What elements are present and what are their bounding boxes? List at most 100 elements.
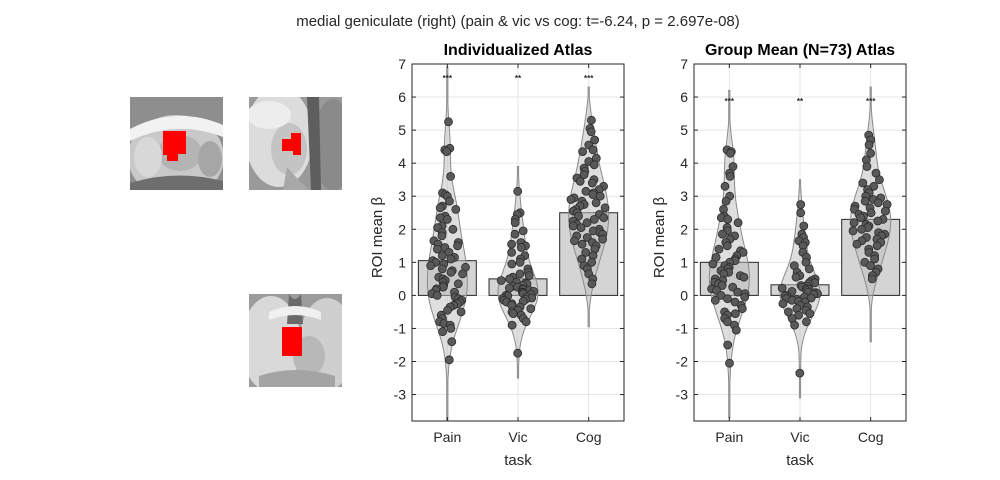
data-point	[714, 244, 724, 254]
data-point	[446, 171, 456, 181]
y-tick-label: 1	[680, 254, 688, 270]
data-point	[443, 305, 452, 315]
data-point	[873, 198, 883, 208]
x-tick-label: Pain	[433, 429, 461, 445]
data-point	[566, 195, 576, 204]
data-point	[577, 239, 587, 249]
data-point	[804, 264, 814, 274]
data-point	[598, 234, 607, 244]
y-axis-label: ROI mean β	[651, 197, 668, 279]
roi-highlight	[163, 131, 186, 161]
brain-slice-axial	[249, 97, 342, 190]
data-point	[870, 254, 879, 264]
chart-title: Individualized Atlas	[444, 42, 593, 59]
data-point	[446, 323, 456, 333]
data-point	[504, 283, 514, 293]
data-point	[438, 327, 448, 337]
data-point	[437, 251, 447, 261]
data-point	[510, 218, 520, 228]
data-point	[579, 170, 589, 180]
data-point	[720, 181, 730, 191]
data-point	[795, 368, 805, 378]
data-point	[587, 178, 597, 188]
x-tick-label: Vic	[508, 429, 527, 445]
data-point	[507, 320, 517, 330]
data-point	[516, 243, 526, 252]
data-point	[852, 239, 862, 249]
x-tick-label: Vic	[790, 429, 809, 445]
x-axis-label: task	[504, 452, 532, 469]
data-point	[725, 171, 735, 181]
data-point	[867, 274, 877, 284]
data-point	[437, 264, 447, 274]
data-point	[872, 241, 882, 251]
data-point	[726, 148, 735, 158]
data-point	[805, 309, 815, 319]
x-tick-label: Cog	[858, 429, 884, 445]
data-point	[456, 307, 466, 317]
data-point	[432, 244, 442, 254]
data-point	[581, 247, 591, 257]
data-point	[435, 203, 445, 213]
data-point	[725, 358, 734, 368]
y-tick-label: 2	[680, 221, 688, 237]
data-point	[587, 115, 596, 125]
data-point	[721, 196, 731, 206]
y-tick-label: 5	[398, 122, 406, 138]
data-point	[588, 145, 598, 155]
y-tick-label: -1	[676, 320, 689, 336]
data-point	[737, 304, 747, 314]
data-point	[858, 178, 868, 188]
data-point	[496, 276, 506, 285]
data-point	[722, 241, 732, 251]
data-point	[856, 213, 865, 223]
data-point	[587, 279, 597, 289]
data-point	[453, 279, 463, 289]
data-point	[731, 325, 741, 335]
data-point	[444, 196, 454, 206]
data-point	[507, 247, 517, 257]
y-tick-label: 6	[680, 89, 688, 105]
data-point	[578, 147, 587, 157]
data-point	[507, 259, 517, 269]
y-tick-label: 7	[398, 56, 406, 72]
significance-label: ***	[584, 74, 594, 83]
data-point	[510, 229, 520, 239]
data-point	[575, 176, 585, 186]
data-point	[526, 304, 536, 314]
x-axis-label: task	[786, 452, 814, 469]
data-point	[806, 293, 816, 303]
data-point	[733, 287, 743, 297]
data-point	[733, 218, 743, 228]
data-point	[568, 221, 578, 231]
data-point	[862, 162, 872, 171]
data-point	[710, 295, 720, 305]
data-point	[513, 348, 523, 358]
data-point	[723, 214, 733, 224]
chart-title: Group Mean (N=73) Atlas	[705, 42, 895, 59]
y-tick-label: 4	[680, 155, 688, 171]
data-point	[515, 257, 525, 267]
data-point	[587, 257, 597, 267]
data-point	[595, 191, 605, 201]
data-point	[866, 261, 875, 271]
x-tick-label: Cog	[576, 429, 602, 445]
data-point	[448, 224, 458, 234]
data-point	[802, 317, 811, 327]
data-point	[432, 290, 442, 300]
y-tick-label: 3	[398, 188, 406, 204]
y-tick-label: 3	[680, 188, 688, 204]
data-point	[589, 160, 599, 170]
data-point	[524, 271, 534, 281]
data-point	[446, 267, 456, 277]
data-point	[784, 307, 793, 317]
data-point	[518, 226, 528, 236]
data-point	[442, 214, 452, 224]
y-tick-label: 1	[398, 254, 406, 270]
data-point	[718, 229, 727, 239]
data-point	[849, 218, 859, 228]
y-tick-label: -1	[394, 320, 407, 336]
y-axis-label: ROI mean β	[369, 197, 386, 279]
data-point	[507, 239, 517, 249]
